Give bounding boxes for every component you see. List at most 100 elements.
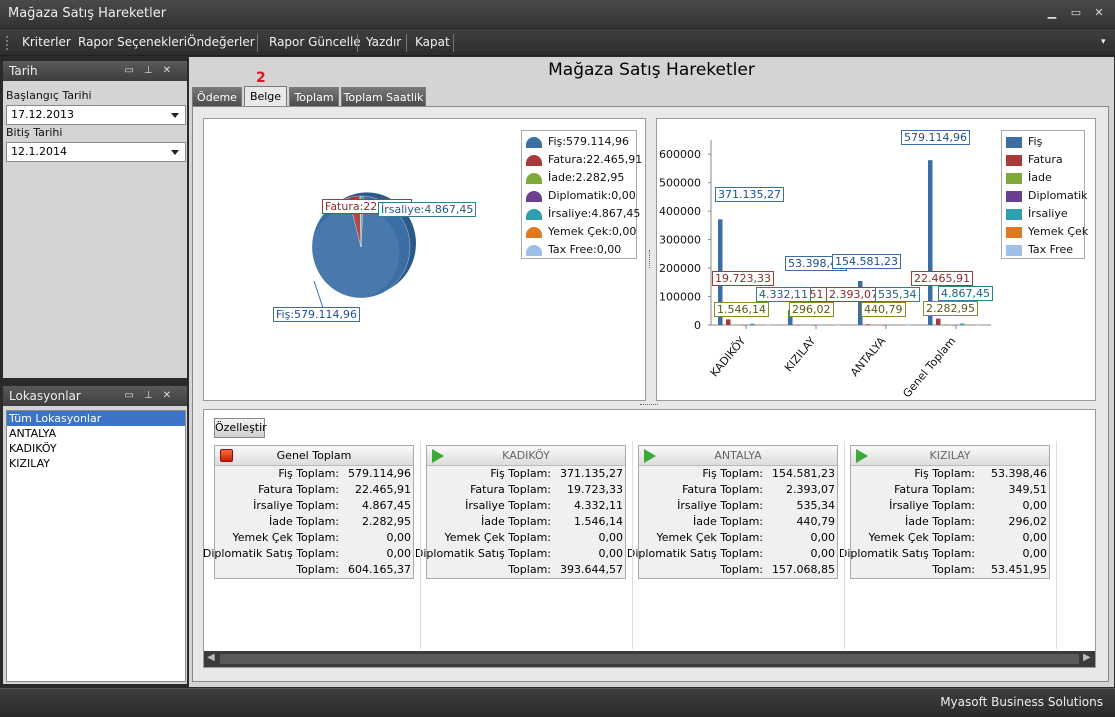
card-row-value: 0,00 [810,531,836,544]
list-item[interactable]: ANTALYA [9,427,57,440]
tab-belge[interactable]: Belge [244,86,287,108]
card-row-label: Fatura Toplam: [682,483,763,496]
x-tick-label: ANTALYA [848,334,889,379]
chevron-down-icon[interactable] [171,150,179,155]
card-row: İade Toplam: 1.546,14 [427,515,627,531]
company-name: Myasoft Business Solutions [940,695,1103,709]
horizontal-splitter[interactable] [640,404,658,406]
bar-diplomatik [952,325,957,326]
bar-diplomatik [742,325,747,326]
card-row-value: 393.644,57 [560,563,623,576]
card-row: Fatura Toplam: 19.723,33 [427,483,627,499]
list-item[interactable]: KADIKÖY [9,442,57,455]
bar-taxfree [906,325,911,326]
legend-label: Yemek Çek:0,00 [548,225,637,238]
bar-yemek [898,325,903,326]
legend-item: İrsaliye [1006,207,1068,220]
card-row: Diplomatik Satış Toplam: 0,00 [627,547,839,563]
card-row: İade Toplam: 2.282,95 [215,515,415,531]
menu-yazdir[interactable]: Yazdır [366,35,402,49]
card-row-label: Toplam: [296,563,339,576]
card-row-label: Fiş Toplam: [702,467,763,480]
bar-diplomatik [882,325,887,326]
bar-taxfree [836,325,841,326]
card-row-label: Fatura Toplam: [470,483,551,496]
panel-window-icons[interactable]: ▭⊥✕ [124,65,181,76]
card-row-label: İrsaliye Toplam: [677,499,763,512]
card-row-label: Yemek Çek Toplam: [868,531,975,544]
card-row-value: 19.723,33 [567,483,623,496]
card-row-value: 0,00 [810,547,836,560]
y-tick-label: 0 [694,319,701,332]
card-row-label: İrsaliye Toplam: [465,499,551,512]
chevron-down-icon[interactable] [171,113,179,118]
location-list[interactable]: Tüm Lokasyonlar ANTALYA KADIKÖY KIZILAY [6,410,186,682]
maximize-icon[interactable]: ▭ [1070,6,1082,19]
legend-label: İrsaliye [1028,207,1068,220]
start-date-combo[interactable]: 17.12.2013 [6,105,186,125]
card-row: Fiş Toplam: 154.581,23 [639,467,839,483]
menu-ondegerler[interactable]: Öndeğerler [187,35,255,49]
legend-swatch-icon [526,137,542,148]
scroll-left-icon[interactable]: ◀ [207,652,215,663]
menu-separator [453,34,454,52]
customize-button[interactable]: Özelleştir [214,418,267,438]
tab-toplam[interactable]: Toplam [289,87,339,107]
horizontal-scrollbar[interactable]: ◀ ▶ [204,651,1095,667]
card-row-label: Yemek Çek Toplam: [656,531,763,544]
legend-swatch-icon [526,227,542,238]
bar-data-label: 579.114,96 [901,130,970,145]
card-row-label: İrsaliye Toplam: [889,499,975,512]
toolbar-grip-icon[interactable] [6,36,9,50]
card-row-label: Fatura Toplam: [258,483,339,496]
menu-kapat[interactable]: Kapat [415,35,450,49]
card-row-value: 0,00 [598,547,624,560]
end-date-combo[interactable]: 12.1.2014 [6,142,186,162]
summary-card: KADIKÖY Fiş Toplam: 371.135,27 Fatura Topla… [415,445,627,579]
card-divider [844,441,845,649]
bar-fis [788,309,793,325]
menu-rapor-guncelle[interactable]: Rapor Güncelle [269,35,361,49]
date-panel: Tarih ▭⊥✕ Başlangıç Tarihi 17.12.2013 Bi… [3,61,187,378]
card-row-label: Yemek Çek Toplam: [444,531,551,544]
legend-label: Diplomatik:0,00 [548,189,636,202]
tab-toplam-saatlik[interactable]: Toplam Saatlik [341,87,426,107]
legend-label: Fiş:579.114,96 [548,135,630,148]
list-item[interactable]: KIZILAY [9,457,51,470]
bar-fatura [936,318,941,325]
legend-label: Yemek Çek [1028,225,1089,238]
card-row-label: İade Toplam: [904,515,975,528]
legend-label: İade:2.282,95 [548,171,625,184]
bar-iade [734,324,739,326]
pie-label-irsaliye: İrsaliye:4.867,45 [378,202,477,217]
tab-odeme[interactable]: Ödeme [192,87,242,107]
toolbar-overflow-icon[interactable]: ▾ [1101,37,1106,47]
scroll-right-icon[interactable]: ▶ [1083,652,1091,663]
vertical-splitter[interactable] [649,250,652,268]
panel-window-icons[interactable]: ▭⊥✕ [124,390,181,401]
list-item[interactable]: Tüm Lokasyonlar [7,411,185,426]
end-date-label: Bitiş Tarihi [6,126,63,139]
legend-swatch-icon [1006,245,1022,256]
bar-irsaliye [820,325,825,326]
menu-kriterler[interactable]: Kriterler [22,35,71,49]
legend-item: Diplomatik:0,00 [526,189,636,202]
card-row: Toplam: 157.068,85 [639,563,839,579]
menu-rapor-secenekleri[interactable]: Rapor Seçenekleri [78,35,188,49]
card-row-label: Fiş Toplam: [278,467,339,480]
legend-item: İade [1006,171,1052,184]
card-row: Diplomatik Satış Toplam: 0,00 [203,547,415,563]
minimize-icon[interactable]: ▁ [1047,6,1057,19]
play-icon[interactable] [432,449,444,463]
bar-data-label: 1.546,14 [714,302,769,317]
card-row: Toplam: 604.165,37 [215,563,415,579]
play-icon[interactable] [856,449,868,463]
close-icon[interactable]: ✕ [1094,6,1104,19]
stop-icon[interactable] [220,449,233,462]
bar-data-label: 2.393,07 [826,287,881,302]
play-icon[interactable] [644,449,656,463]
bar-data-label: 535,34 [875,287,920,302]
scrollbar-thumb[interactable] [220,654,1079,664]
legend-swatch-icon [1006,227,1022,238]
legend-item: Fiş:579.114,96 [526,135,629,148]
